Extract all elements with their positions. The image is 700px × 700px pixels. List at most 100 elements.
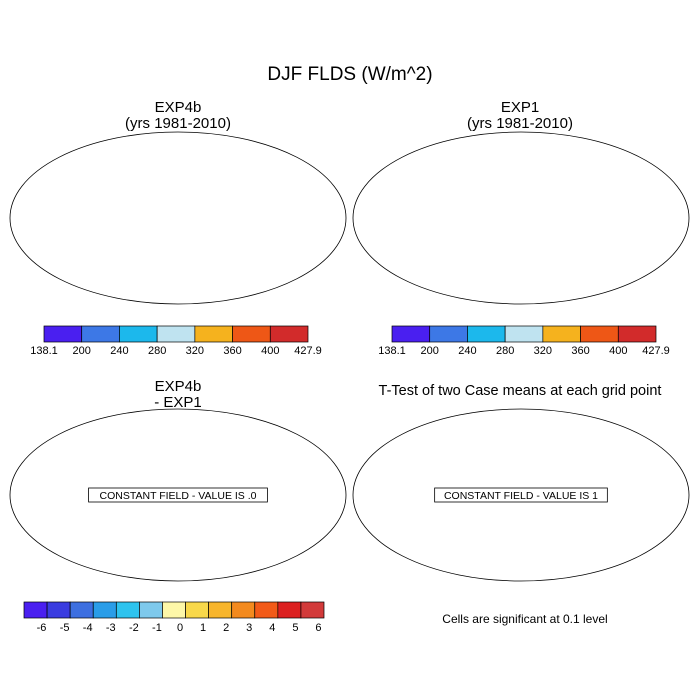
panel-title-line2: (yrs 1981-2010) [467,115,573,132]
map-boundary [352,131,690,305]
colorbar-tick-label: 200 [421,345,439,357]
continent-outline-centralAm [86,208,108,226]
continent-outline-europe [513,140,561,172]
colorbar-tick-label: 240 [458,345,476,357]
colorbar-tick-label: 4 [269,622,275,634]
colorbar-tick-label: 3 [246,622,252,634]
panel-title-exp1: EXP1 (yrs 1981-2010) [402,100,638,132]
continent-outline-centralAm [429,208,451,226]
constant-field-label: CONSTANT FIELD - VALUE IS 1 [444,490,598,502]
colorbar-tick-label: -2 [129,622,139,634]
colorbar-swatch [580,325,619,343]
colorbar-tick-label: 360 [223,345,241,357]
continent-outline-africa [152,176,232,266]
continent-outline-newzealand [338,547,346,567]
continent-outline-antarctica [391,569,651,581]
continent-outline-indonesia [278,507,328,517]
colorbar-tick-label: -1 [152,622,162,634]
continent-outline-europe [170,417,218,449]
continent-outline-newzealand [338,270,346,290]
colorbar-swatch [139,601,163,619]
continent-outline-asia [198,411,346,485]
colorbar-swatch [269,325,309,343]
map-exp4b [9,131,347,305]
colorbar-swatch [208,601,233,619]
colorbar-tick-label: 320 [534,345,552,357]
continent-outline-northAmerica [363,136,471,214]
colorbar-swatch [156,325,196,343]
colorbar-swatch [115,601,140,619]
colorbar-tick-label: 400 [261,345,279,357]
colorbar-tick-label: 427.9 [294,345,322,357]
colorbar-swatch [617,325,657,343]
continent-outline-africa [495,176,575,266]
continent-outline-australia [284,242,332,280]
continent-outline-madagascar [573,513,581,533]
colorbar-swatch [232,325,271,343]
map-exp1 [352,131,690,305]
continent-outline-india [587,194,603,222]
colorbar-swatch [43,325,83,343]
continent-outline-antarctica [48,569,308,581]
colorbar-tick-label: 0 [177,622,183,634]
continent-outline-southAmerica [435,222,497,296]
colorbar-swatch [81,325,120,343]
colorbar-swatch [119,325,158,343]
colorbar-tick-label: 200 [73,345,91,357]
colorbar-swatch [23,601,48,619]
map-boundary [9,131,347,305]
colorbar-tick-label: 1 [200,622,206,634]
colorbar-swatch [542,325,581,343]
colorbar-exp1: 138.1 200 240 280 320 360 400 427.9 [378,325,670,357]
continent-outline-europe [170,140,218,172]
colorbar-swatch [391,325,431,343]
panel-title-line2: - EXP1 [154,394,202,411]
colorbar-swatch [504,325,544,343]
continent-outline-antarctica [391,292,651,304]
continent-outline-northAmerica [20,413,128,491]
colorbar-tick-label: 280 [148,345,166,357]
continent-outline-northAmerica [363,413,471,491]
colorbar-swatch [277,601,302,619]
continent-outline-asia [541,411,689,485]
panel-title-line1: EXP4b [154,378,202,395]
continent-outline-northAmerica [20,136,128,214]
colorbar-tick-label: 400 [609,345,627,357]
colorbar-swatch [300,601,325,619]
colorbar-swatch [231,601,256,619]
continent-outline-europe [513,417,561,449]
colorbar-swatch [467,325,506,343]
map-boundary [352,408,690,582]
colorbar-tick-label: 280 [496,345,514,357]
constant-field-label: CONSTANT FIELD - VALUE IS .0 [100,490,257,502]
panel-title-line1: EXP4b [154,99,202,116]
colorbar-swatch [254,601,279,619]
colorbar-swatch [46,601,71,619]
continent-outline-antarctica [48,292,308,304]
continent-outline-india [244,194,260,222]
continent-outline-australia [627,242,675,280]
colorbar-tick-label: 138.1 [30,345,58,357]
colorbar-exp4b: 138.1 200 240 280 320 360 400 427.9 [30,325,322,357]
colorbar-tick-label: 6 [315,622,321,634]
panel-title-diff: EXP4b - EXP1 [60,379,296,411]
continent-outline-madagascar [230,236,238,256]
colorbar-tick-label: 240 [110,345,128,357]
panel-title-line2: (yrs 1981-2010) [125,115,231,132]
continent-outline-seAsia [617,485,639,505]
continent-outline-southAmerica [92,222,154,296]
colorbar-tick-label: -6 [37,622,47,634]
colorbar-swatch [69,601,94,619]
continent-outline-southAmerica [435,499,497,573]
colorbar-tick-label: 138.1 [378,345,406,357]
colorbar-swatch [92,601,117,619]
colorbar-tick-label: 320 [186,345,204,357]
colorbar-swatch [429,325,468,343]
colorbar-tick-label: -4 [83,622,93,634]
colorbar-swatch [185,601,209,619]
colorbar-swatch [194,325,233,343]
colorbar-swatch [162,601,186,619]
continent-outline-seAsia [617,208,639,228]
significance-footnote: Cells are significant at 0.1 level [442,612,608,626]
